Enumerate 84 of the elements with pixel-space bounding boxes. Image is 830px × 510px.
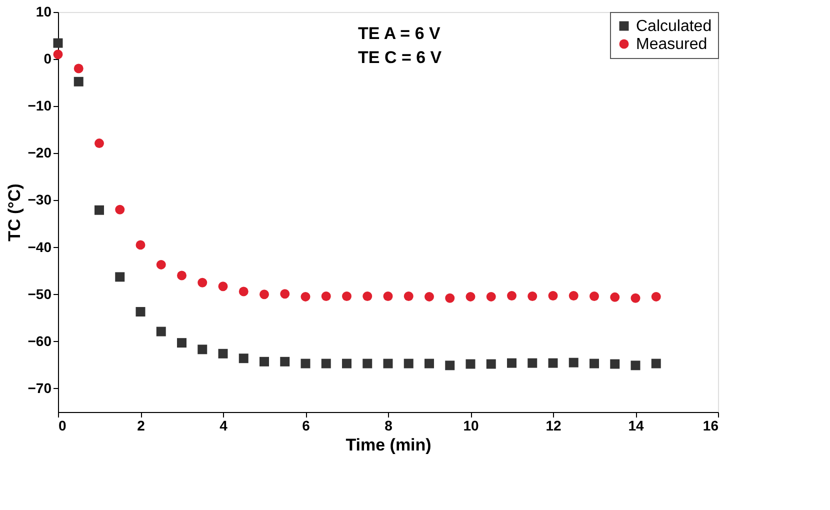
point <box>198 278 208 288</box>
point <box>218 282 228 292</box>
point <box>177 270 186 280</box>
x-tick-label: 10 <box>463 418 479 434</box>
point <box>238 286 248 296</box>
point <box>115 272 125 282</box>
x-tick-label: 8 <box>384 418 393 434</box>
point <box>321 358 331 368</box>
x-tick-label: 6 <box>302 418 310 434</box>
point <box>548 291 558 300</box>
y-tick-label: 0 <box>44 50 52 67</box>
point <box>136 307 146 317</box>
point <box>548 358 558 368</box>
point <box>280 289 290 299</box>
point <box>94 138 104 148</box>
point <box>280 356 290 366</box>
y-axis-title: TC (°C) <box>4 184 24 242</box>
point <box>445 360 455 370</box>
y-tick-label: −20 <box>28 144 52 161</box>
point <box>362 358 372 368</box>
point <box>115 204 125 214</box>
point <box>300 292 310 302</box>
point <box>156 326 166 336</box>
point <box>177 338 186 348</box>
point <box>590 358 599 368</box>
point <box>198 344 208 354</box>
x-tick-label: 2 <box>137 418 146 434</box>
point <box>445 293 455 303</box>
point <box>507 291 516 300</box>
x-tick-label: 0 <box>58 418 66 434</box>
point <box>610 292 620 302</box>
point <box>218 348 228 358</box>
point <box>156 260 166 270</box>
point <box>136 240 146 250</box>
point <box>568 291 578 300</box>
point <box>94 205 104 215</box>
point <box>424 358 434 368</box>
y-tick-label: −70 <box>28 380 52 396</box>
point <box>383 358 393 368</box>
annotation: TE C = 6 V <box>358 48 442 67</box>
point <box>74 64 84 74</box>
point <box>238 354 248 364</box>
x-axis-title: Time (min) <box>346 436 432 454</box>
point <box>53 50 63 60</box>
point <box>260 290 269 300</box>
point <box>342 292 352 301</box>
point <box>321 292 331 301</box>
y-tick-label: −30 <box>28 192 52 208</box>
y-tick-label: −50 <box>28 286 52 302</box>
point <box>528 292 538 301</box>
legend-label: Measured <box>636 36 708 53</box>
point <box>486 359 496 369</box>
point <box>630 293 640 303</box>
point <box>404 358 414 368</box>
point <box>590 292 599 301</box>
x-tick-label: 14 <box>628 418 644 434</box>
point <box>404 292 414 301</box>
x-tick-label: 16 <box>702 418 719 434</box>
x-tick-label: 12 <box>546 418 562 434</box>
point <box>486 292 496 302</box>
point <box>53 38 63 48</box>
point <box>507 358 516 368</box>
y-tick-label: −10 <box>28 98 52 114</box>
point <box>630 360 640 370</box>
point <box>383 292 393 301</box>
point <box>651 292 661 302</box>
point <box>260 356 269 366</box>
y-tick-label: 10 <box>36 4 52 20</box>
point <box>651 358 661 368</box>
point <box>528 358 538 368</box>
point <box>466 292 476 302</box>
point <box>362 292 372 301</box>
point <box>466 359 476 369</box>
y-tick-label: −60 <box>28 332 52 349</box>
point <box>300 358 310 368</box>
annotation: TE A = 6 V <box>358 24 442 43</box>
point <box>568 358 578 368</box>
point <box>610 359 620 369</box>
point <box>74 76 84 86</box>
y-tick-label: −40 <box>28 238 52 255</box>
legend-label: Calculated <box>636 18 712 35</box>
point <box>342 358 352 368</box>
x-tick-label: 4 <box>220 418 228 434</box>
point <box>424 292 434 302</box>
